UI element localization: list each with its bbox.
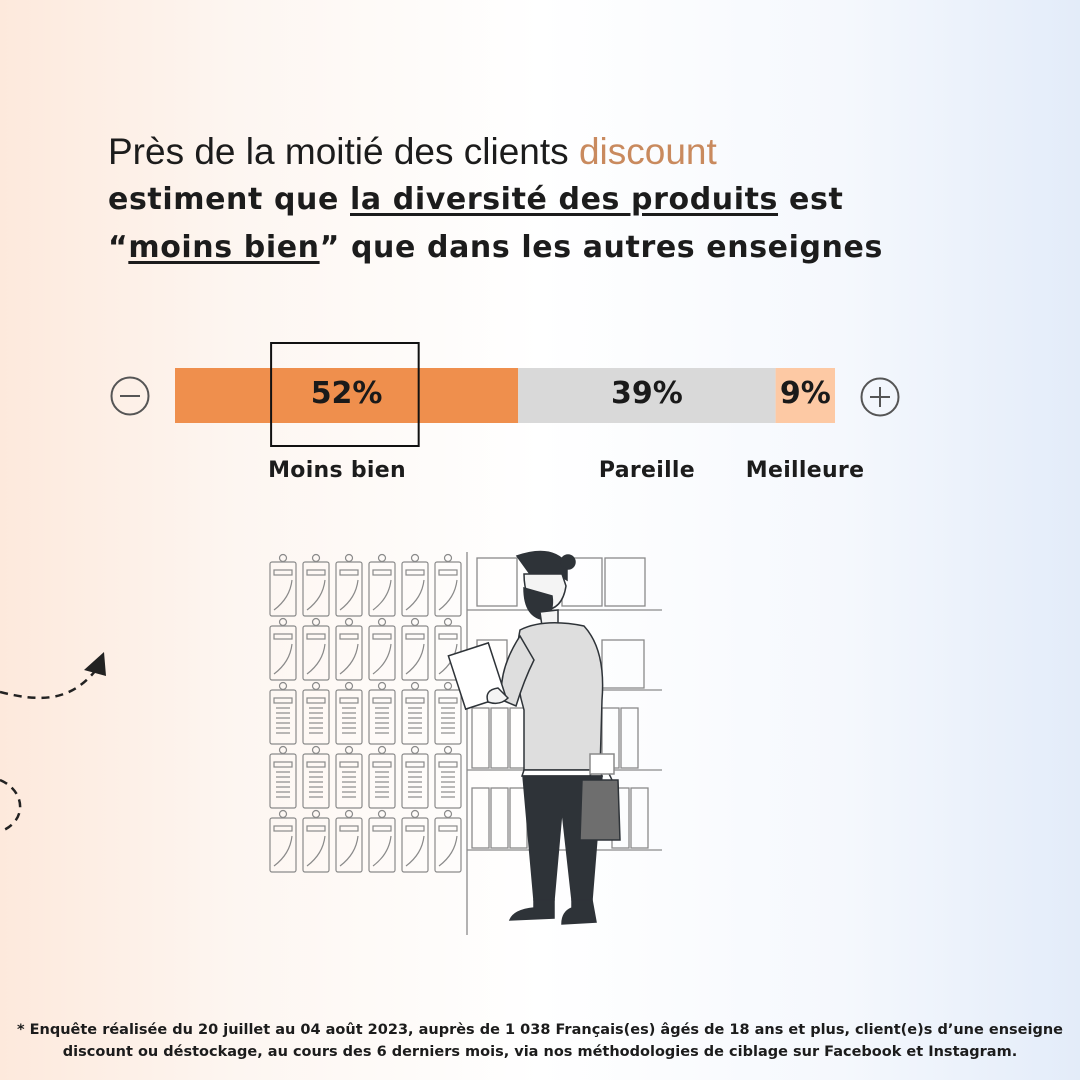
footnote-line-2: discount ou déstockage, au cours des 6 d… bbox=[62, 1044, 1018, 1060]
category-label-meilleure: Meilleure bbox=[745, 458, 865, 483]
footnote-line-1: * Enquête réalisée du 20 juillet au 04 a… bbox=[16, 1022, 1063, 1038]
footnote: * Enquête réalisée du 20 juillet au 04 a… bbox=[10, 1019, 1070, 1063]
value-label-moins-bien: 52% bbox=[311, 376, 383, 411]
shopper-illustration bbox=[269, 550, 662, 935]
category-label-moins-bien: Moins bien bbox=[268, 458, 406, 483]
bar-segment-meilleure bbox=[775, 368, 835, 423]
headline-line-3: “moins bien” que dans les autres enseign… bbox=[108, 230, 883, 265]
dashed-arrow-icon bbox=[0, 652, 106, 832]
highlight-frame bbox=[270, 342, 420, 447]
headline-line-2: estiment que la diversité des produits e… bbox=[108, 182, 844, 217]
headline-accent-discount: discount bbox=[578, 131, 717, 172]
headline: Près de la moitié des clients discount e… bbox=[108, 128, 1008, 272]
bar-segment-moins-bien bbox=[175, 368, 519, 423]
minus-circle-icon bbox=[110, 376, 150, 416]
headline-underline-moins-bien: moins bien bbox=[128, 230, 320, 265]
plus-circle-icon bbox=[860, 377, 900, 417]
bar-segment-pareille bbox=[518, 368, 776, 423]
value-label-meilleure: 9% bbox=[780, 376, 831, 411]
category-label-pareille: Pareille bbox=[598, 458, 695, 483]
stacked-bar-chart: 52% 39% 9% bbox=[175, 342, 835, 447]
value-label-pareille: 39% bbox=[611, 376, 683, 411]
headline-line-1: Près de la moitié des clients discount bbox=[108, 131, 717, 172]
headline-underline-diversite: la diversité des produits bbox=[350, 182, 779, 217]
